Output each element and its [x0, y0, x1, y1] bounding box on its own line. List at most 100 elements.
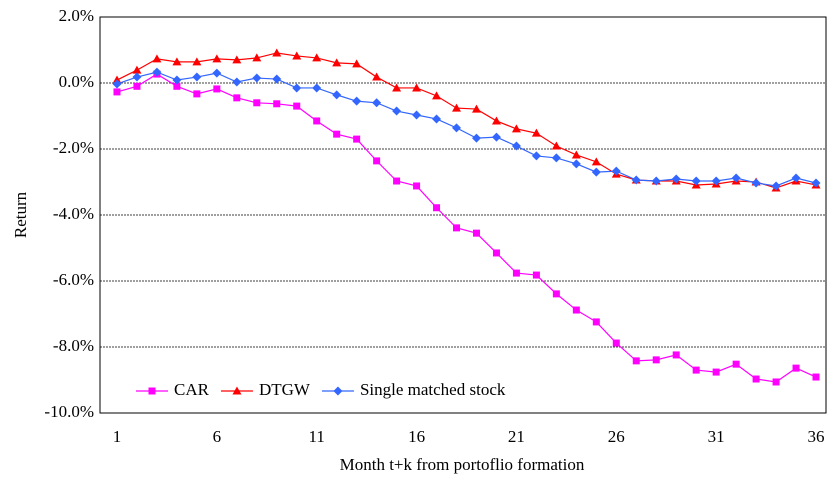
data-point: [811, 178, 821, 188]
data-point: [333, 130, 341, 138]
data-point: [152, 67, 162, 77]
data-point: [412, 110, 422, 120]
data-point: [293, 102, 301, 110]
data-point: [552, 290, 560, 298]
data-point: [132, 65, 142, 74]
data-point: [631, 175, 641, 185]
data-point: [172, 75, 182, 85]
x-tick-label: 6: [213, 427, 222, 446]
data-point: [612, 339, 620, 347]
x-tick-label: 26: [608, 427, 625, 446]
data-point: [531, 128, 541, 137]
legend-label: CAR: [174, 380, 210, 399]
data-point: [252, 73, 262, 83]
data-point: [712, 368, 720, 376]
data-point: [751, 178, 761, 188]
data-point: [232, 77, 242, 87]
data-point: [592, 318, 600, 326]
plot-frame: [99, 16, 827, 414]
data-point: [452, 103, 462, 112]
data-point: [772, 378, 780, 386]
data-point: [133, 82, 141, 90]
data-point: [372, 98, 382, 108]
data-point: [532, 271, 540, 279]
data-point: [272, 48, 282, 57]
data-point: [691, 176, 701, 186]
x-tick-label: 21: [508, 427, 525, 446]
data-point: [792, 364, 800, 372]
data-point: [113, 88, 121, 96]
data-point: [192, 57, 202, 66]
data-point: [651, 176, 661, 186]
y-axis-label: Return: [11, 191, 30, 238]
data-point: [652, 356, 660, 364]
y-tick-label: -2.0%: [53, 138, 94, 157]
data-point: [112, 79, 122, 89]
data-point: [352, 96, 362, 106]
data-point: [471, 104, 481, 113]
data-point: [312, 53, 322, 62]
data-point: [511, 141, 521, 151]
data-point: [292, 83, 302, 93]
data-point: [571, 150, 581, 159]
legend-label: Single matched stock: [360, 380, 506, 399]
data-point: [551, 141, 561, 150]
x-tick-label: 36: [808, 427, 825, 446]
data-point: [353, 135, 361, 143]
data-point: [591, 157, 601, 166]
data-point: [632, 357, 640, 365]
data-point: [373, 157, 381, 165]
y-tick-label: 2.0%: [59, 6, 94, 25]
y-tick-label: -8.0%: [53, 336, 94, 355]
data-point: [732, 360, 740, 368]
data-point: [252, 53, 262, 62]
data-point: [392, 83, 402, 92]
data-point: [212, 54, 222, 63]
data-point: [672, 351, 680, 359]
data-point: [551, 153, 561, 163]
data-point: [531, 151, 541, 161]
x-tick-label: 11: [309, 427, 325, 446]
x-axis-label: Month t+k from portoflio formation: [340, 455, 585, 474]
data-point: [233, 94, 241, 102]
series-line: [116, 52, 817, 189]
data-point: [711, 176, 721, 186]
data-point: [492, 249, 500, 257]
data-point: [571, 159, 581, 169]
data-point: [511, 124, 521, 133]
series-line: [116, 73, 817, 383]
legend-label: DTGW: [259, 380, 311, 399]
x-tick-label: 31: [708, 427, 725, 446]
data-point: [372, 72, 382, 81]
data-point: [512, 269, 520, 277]
data-point: [152, 54, 162, 63]
data-point: [412, 83, 422, 92]
data-point: [232, 55, 242, 64]
series-line: [116, 71, 817, 187]
data-point: [692, 366, 700, 374]
data-point: [572, 306, 580, 314]
data-point: [453, 224, 461, 232]
data-point: [671, 174, 681, 184]
data-point: [752, 375, 760, 383]
y-tick-label: -10.0%: [44, 402, 94, 421]
data-point: [432, 114, 442, 124]
data-point: [292, 51, 302, 60]
data-point: [392, 106, 402, 116]
data-point: [611, 166, 621, 176]
data-point: [273, 100, 281, 108]
data-point: [352, 59, 362, 68]
data-point: [332, 90, 342, 100]
data-point: [192, 72, 202, 82]
y-tick-label: -4.0%: [53, 204, 94, 223]
data-point: [253, 99, 261, 107]
data-point: [332, 58, 342, 67]
data-point: [812, 373, 820, 381]
data-point: [132, 72, 142, 82]
data-point: [432, 91, 442, 100]
data-point: [212, 68, 222, 78]
y-tick-label: 0.0%: [59, 72, 94, 91]
data-point: [433, 204, 441, 212]
data-point: [791, 173, 801, 183]
